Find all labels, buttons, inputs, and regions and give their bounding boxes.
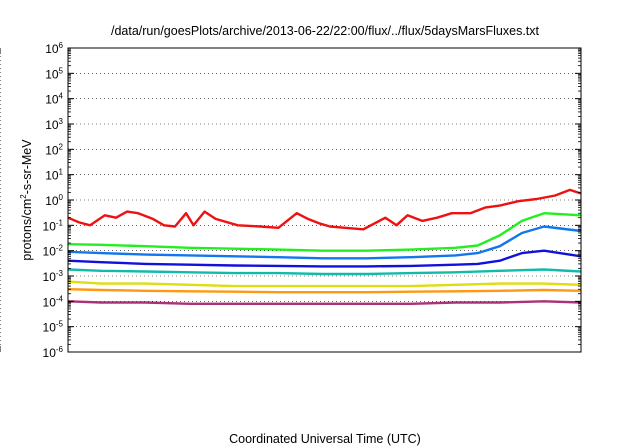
y-tick-base: 10 bbox=[45, 194, 59, 208]
y-tick-exponent: -3 bbox=[56, 269, 64, 278]
y-tick-exponent: -4 bbox=[56, 294, 64, 303]
y-tick-exponent: 6 bbox=[59, 41, 64, 50]
y-tick-label: 10-2 bbox=[43, 244, 64, 259]
x-axis-label: Coordinated Universal Time (UTC) bbox=[229, 432, 421, 446]
y-tick-label: 103 bbox=[45, 117, 63, 132]
y-tick-label: 10-3 bbox=[43, 269, 64, 284]
y-tick-label: 10-4 bbox=[43, 294, 64, 309]
y-tick-label: 102 bbox=[45, 142, 63, 157]
y-tick-base: 10 bbox=[43, 321, 57, 335]
y-tick-label: 10-1 bbox=[43, 218, 64, 233]
series-line-2 bbox=[67, 211, 582, 252]
series-line-5 bbox=[67, 268, 582, 276]
series-line-8 bbox=[67, 300, 582, 305]
y-tick-label: 10-6 bbox=[43, 345, 64, 360]
series-line-4 bbox=[67, 249, 582, 268]
y-tick-label: 106 bbox=[45, 41, 63, 56]
y-tick-label: 105 bbox=[45, 66, 63, 81]
series-line-6 bbox=[67, 280, 582, 288]
y-tick-base: 10 bbox=[45, 118, 59, 132]
y-tick-base: 10 bbox=[45, 93, 59, 107]
y-tick-base: 10 bbox=[43, 245, 57, 259]
y-tick-base: 10 bbox=[43, 346, 57, 360]
y-tick-base: 10 bbox=[45, 143, 59, 157]
y-tick-exponent: 3 bbox=[59, 117, 64, 126]
y-tick-base: 10 bbox=[43, 219, 57, 233]
y-tick-exponent: 1 bbox=[59, 168, 64, 177]
chart-title: /data/run/goesPlots/archive/2013-06-22/2… bbox=[111, 24, 540, 38]
y-tick-label: 101 bbox=[45, 168, 63, 183]
y-axis-label: protons/cm2-s-sr-MeV bbox=[19, 139, 34, 261]
y-tick-labels: 10-610-510-410-310-210-11001011021031041… bbox=[43, 41, 64, 360]
y-tick-exponent: -5 bbox=[56, 320, 64, 329]
y-tick-exponent: 5 bbox=[59, 66, 64, 75]
y-tick-exponent: -2 bbox=[56, 244, 64, 253]
y-tick-exponent: -1 bbox=[56, 218, 64, 227]
y-tick-label: 100 bbox=[45, 193, 63, 208]
y-axis-label-main: protons/cm bbox=[20, 199, 34, 261]
y-tick-exponent: 4 bbox=[59, 92, 64, 101]
series-layer bbox=[67, 188, 582, 305]
y-tick-base: 10 bbox=[45, 67, 59, 81]
y-tick-base: 10 bbox=[45, 42, 59, 56]
y-tick-exponent: 0 bbox=[59, 193, 64, 202]
series-line-7 bbox=[67, 288, 582, 294]
y-tick-base: 10 bbox=[43, 295, 57, 309]
y-axis-label-rest: -s-sr-MeV bbox=[20, 139, 34, 195]
y-tick-exponent: 2 bbox=[59, 142, 64, 151]
grid-lines bbox=[0, 48, 581, 352]
y-tick-label: 10-5 bbox=[43, 320, 64, 335]
tick-marks bbox=[0, 47, 581, 353]
y-axis-label-sup: 2 bbox=[19, 194, 28, 199]
y-tick-label: 104 bbox=[45, 92, 63, 107]
series-line-1 bbox=[67, 188, 582, 231]
y-tick-exponent: -6 bbox=[56, 345, 64, 354]
y-tick-base: 10 bbox=[43, 270, 57, 284]
y-tick-base: 10 bbox=[45, 169, 59, 183]
series-line-3 bbox=[67, 225, 582, 260]
